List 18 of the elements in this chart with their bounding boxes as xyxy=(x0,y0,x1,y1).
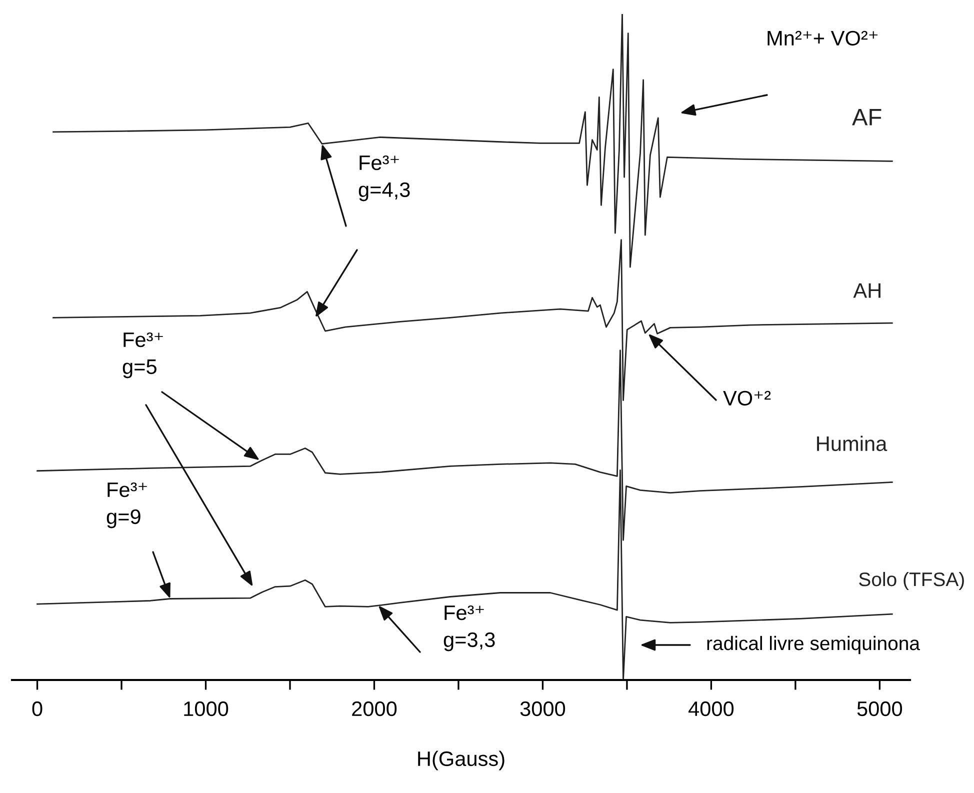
annotation: Mn²⁺+ VO²⁺ xyxy=(768,30,878,46)
annotation: Fe³⁺ g=4,3 xyxy=(358,155,410,202)
series-label: Humina xyxy=(817,436,888,452)
annotation: radical livre semiquinona xyxy=(707,636,920,654)
annotation: Fe³⁺ g=9 xyxy=(106,482,147,528)
x-tick-label: 2000 xyxy=(352,701,397,716)
series-label: Solo (TFSA) xyxy=(859,572,964,590)
annotation: Fe³⁺ g=3,3 xyxy=(444,605,495,652)
x-tick-label: 3000 xyxy=(520,701,566,716)
x-tick-label: 0 xyxy=(32,701,42,716)
x-tick-label: 5000 xyxy=(857,701,902,716)
series-label: AH xyxy=(853,283,880,298)
x-tick-label: 1000 xyxy=(184,701,228,716)
annotation: VO⁺² xyxy=(723,390,771,406)
x-tick-label: 4000 xyxy=(688,701,734,716)
series-label: AF xyxy=(852,109,882,126)
annotation: Fe³⁺ g=5 xyxy=(122,332,163,378)
x-axis-title: H(Gauss) xyxy=(418,750,504,770)
